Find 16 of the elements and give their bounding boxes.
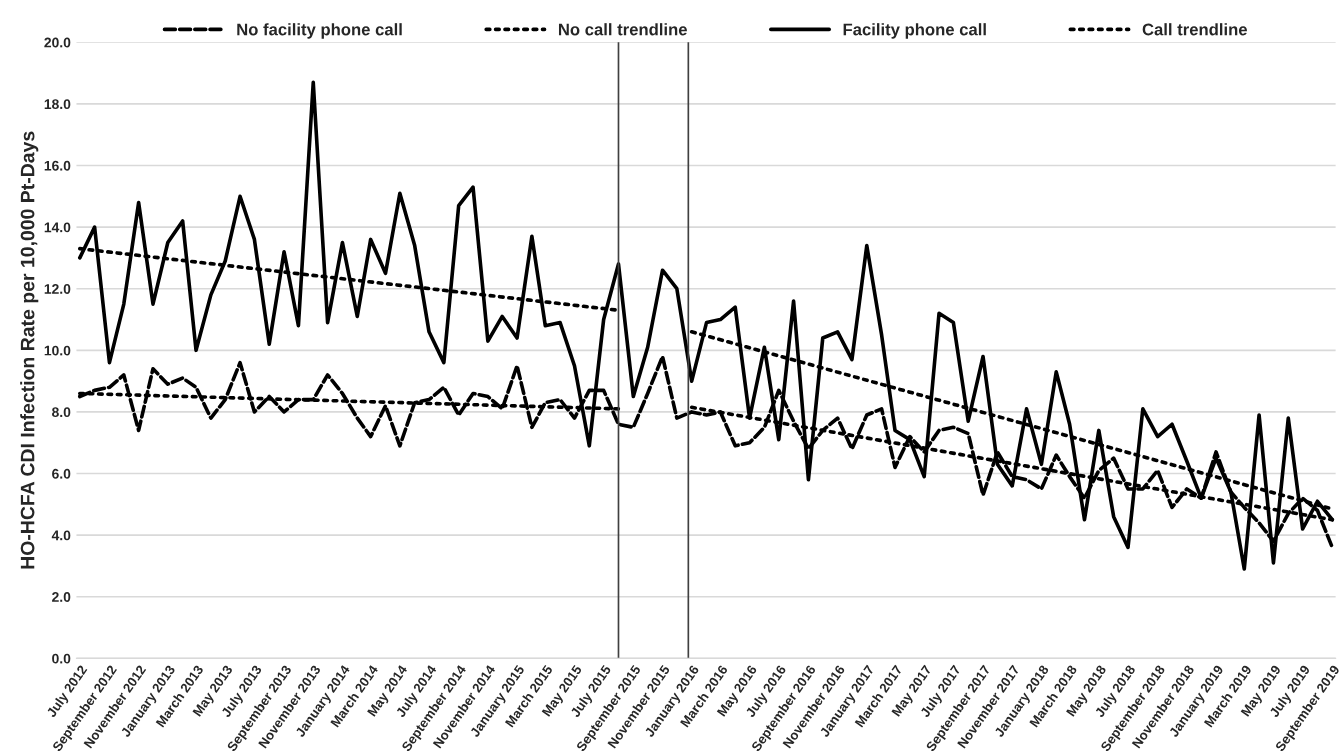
y-tick-label: 14.0 xyxy=(44,222,71,233)
legend-label: No facility phone call xyxy=(237,23,402,39)
y-tick-label: 2.0 xyxy=(52,592,71,602)
y-tick-label: 0.0 xyxy=(52,653,71,664)
y-tick-label: 8.0 xyxy=(52,407,71,418)
y-tick-label: 10.0 xyxy=(44,345,71,356)
y-tick-label: 6.0 xyxy=(52,468,71,479)
legend-label: No call trendline xyxy=(558,23,687,36)
y-axis-title: HO-HCFA CDI Infection Rate per 10,000 Pt-Days xyxy=(20,131,39,569)
y-tick-label: 18.0 xyxy=(44,99,71,110)
y-tick-label: 4.0 xyxy=(51,530,71,541)
y-tick-label: 16.0 xyxy=(44,160,71,171)
y-tick-label: 20.0 xyxy=(44,37,71,48)
legend-label: Facility phone call xyxy=(843,23,986,39)
legend-label: Call trendline xyxy=(1142,23,1247,36)
y-tick-label: 12.0 xyxy=(44,284,71,294)
